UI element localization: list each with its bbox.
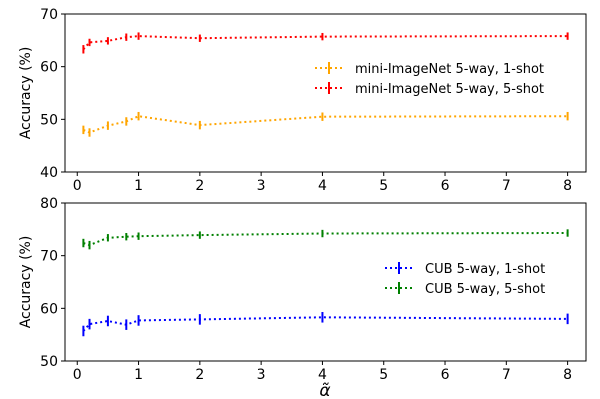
y-tick-label: 50 (40, 354, 58, 370)
x-tick-label: 5 (379, 178, 388, 194)
chart-marks (82, 229, 569, 337)
x-tick-label: 2 (195, 367, 204, 383)
x-tick-label: 6 (441, 178, 450, 194)
y-axis-label: Accuracy (%) (18, 236, 34, 329)
plot-area (64, 202, 587, 362)
chart-marks (82, 32, 569, 137)
x-axis-label: α̃ (319, 381, 330, 399)
legend-label: CUB 5-way, 1-shot (425, 262, 545, 277)
x-tick-label: 4 (318, 178, 327, 194)
y-tick-label: 40 (40, 165, 58, 181)
x-tick-label: 1 (134, 178, 143, 194)
x-tick-label: 0 (73, 178, 82, 194)
x-tick-label: 8 (563, 367, 572, 383)
x-tick-label: 2 (195, 178, 204, 194)
x-tick-label: 5 (379, 367, 388, 383)
panel-mini-imagenet: Accuracy (%) mini-ImageNet 5-way, 1-shot… (18, 7, 587, 194)
legend: CUB 5-way, 1-shot CUB 5-way, 5-shot (385, 262, 545, 297)
y-tick-label: 60 (40, 301, 58, 317)
plot-area (64, 13, 587, 173)
y-tick-label: 50 (40, 112, 58, 128)
legend-label: CUB 5-way, 5-shot (425, 282, 545, 297)
y-tick-label: 80 (40, 196, 58, 212)
y-axis-label: Accuracy (%) (18, 47, 34, 140)
legend-label: mini-ImageNet 5-way, 1-shot (355, 62, 544, 77)
legend: mini-ImageNet 5-way, 1-shot mini-ImageNet… (315, 62, 544, 97)
x-tick-label: 3 (257, 367, 266, 383)
series-line (83, 115, 568, 134)
x-tick-label: 3 (257, 178, 266, 194)
x-tick-label: 4 (318, 367, 327, 383)
x-tick-label: 8 (563, 178, 572, 194)
x-tick-label: 7 (502, 178, 511, 194)
y-tick-label: 60 (40, 60, 58, 76)
y-tick-label: 70 (40, 7, 58, 23)
x-tick-label: 7 (502, 367, 511, 383)
series-line (83, 232, 568, 247)
x-tick-label: 6 (441, 367, 450, 383)
x-tick-label: 1 (134, 367, 143, 383)
y-tick-label: 70 (40, 249, 58, 265)
legend-label: mini-ImageNet 5-way, 5-shot (355, 82, 544, 97)
x-tick-label: 0 (73, 367, 82, 383)
